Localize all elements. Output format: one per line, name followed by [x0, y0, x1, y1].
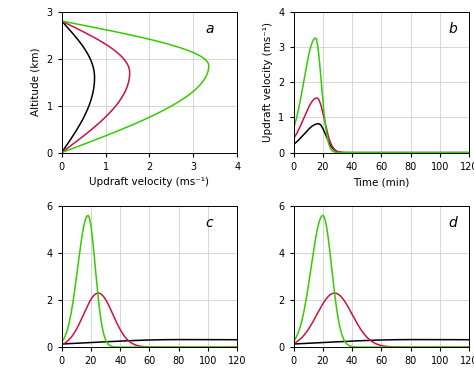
Text: b: b [448, 21, 457, 35]
Text: d: d [448, 216, 457, 230]
X-axis label: Time (min): Time (min) [353, 177, 410, 187]
Text: c: c [206, 216, 213, 230]
Y-axis label: Altitude (km): Altitude (km) [31, 48, 41, 116]
Text: a: a [206, 21, 214, 35]
Y-axis label: Updraft velocity (ms⁻¹): Updraft velocity (ms⁻¹) [263, 22, 273, 142]
X-axis label: Updraft velocity (ms⁻¹): Updraft velocity (ms⁻¹) [90, 177, 210, 187]
